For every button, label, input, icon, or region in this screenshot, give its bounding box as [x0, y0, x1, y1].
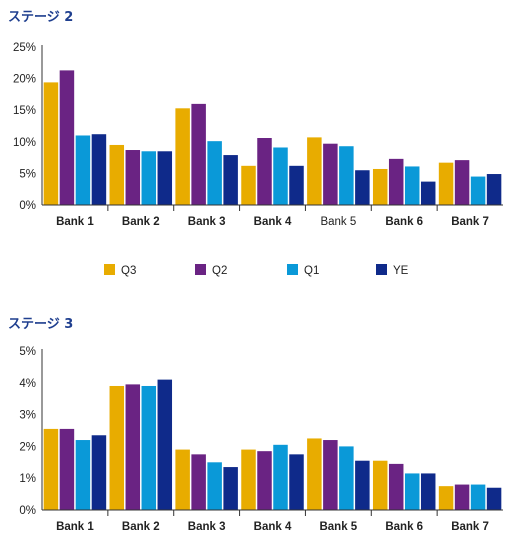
chart-2-bar-ye-7 [486, 487, 502, 510]
chart-1-bar-ye-2 [157, 151, 173, 205]
chart-1-category-label: Bank 2 [122, 216, 160, 228]
chart-1-category-label: Bank 4 [254, 216, 292, 228]
chart-1-bar-q1-6 [404, 166, 420, 205]
chart-2-y-tick-label: 4% [19, 378, 36, 390]
chart-2-bar-q1-4 [273, 444, 288, 510]
chart-1: 0% 5% 10% 15% 20% 25% Bank 1 Bank 2 Bank 3 Bank 4… [13, 42, 503, 228]
chart-2-y-tick-label: 1% [19, 473, 36, 485]
chart-2-bar-q2-5 [323, 440, 338, 510]
chart-2-bar-q2-4 [257, 451, 272, 510]
chart-1-bar-q3-2 [109, 144, 125, 205]
legend-label-ye: YE [393, 265, 409, 277]
chart-1-bar-ye-6 [420, 181, 436, 205]
chart-1-bar-q2-4 [257, 138, 272, 205]
chart-1-category-label: Bank 5 [320, 216, 356, 228]
legend-swatch-ye [376, 264, 387, 275]
chart-2-bar-q3-7 [438, 486, 454, 510]
chart-1-bar-q3-5 [307, 137, 322, 205]
chart-1-y-tick-label: 20% [13, 74, 36, 86]
chart-1-bar-q3-3 [175, 108, 190, 205]
chart-1-bar-q3-6 [372, 168, 388, 205]
chart-2-bar-q1-6 [404, 473, 420, 510]
chart-2-bar-ye-6 [420, 473, 436, 510]
chart-1-bar-q1-5 [339, 146, 354, 205]
chart-1-bar-q1-7 [470, 176, 486, 205]
chart-2-bar-q1-7 [470, 484, 486, 510]
chart-1-y-tick-label: 0% [19, 200, 36, 212]
chart-2-y-tick-label: 2% [19, 441, 36, 453]
chart-2-bar-q3-5 [307, 438, 322, 510]
chart-2-bar-q2-3 [191, 454, 206, 510]
chart-2-bar-q1-5 [339, 446, 354, 510]
chart-1-bar-q3-4 [241, 165, 256, 205]
chart-2-bar-q1-2 [141, 385, 157, 510]
chart-1-bar-ye-4 [289, 165, 304, 205]
chart-2-category-label: Bank 1 [56, 521, 94, 533]
chart-2-bar-q2-1 [59, 428, 75, 510]
chart-1-bar-q3-7 [438, 162, 454, 205]
chart-1-bar-q2-2 [125, 150, 141, 205]
chart-1-category-label: Bank 7 [451, 216, 489, 228]
chart-2-category-label: Bank 5 [319, 521, 357, 533]
chart-2-bar-q2-7 [454, 484, 470, 510]
legend-label-q1: Q1 [304, 265, 319, 277]
legend-swatch-q2 [195, 264, 206, 275]
chart-1-bar-q2-5 [323, 143, 338, 205]
legend: Q3 Q2 Q1 YE [104, 264, 409, 277]
chart-2-bar-ye-4 [289, 454, 304, 510]
chart-1-bar-q1-2 [141, 151, 157, 205]
chart-2-category-label: Bank 4 [254, 521, 292, 533]
chart-2-bar-ye-1 [91, 435, 107, 510]
chart-2-bar-ye-2 [157, 379, 173, 510]
chart-1-y-tick-label: 15% [13, 105, 36, 117]
chart-1-category-label: Bank 3 [188, 216, 226, 228]
chart-1-bar-q2-7 [454, 160, 470, 205]
chart-2-category-label: Bank 2 [122, 521, 160, 533]
chart-1-category-label: Bank 1 [56, 216, 94, 228]
chart-2-category-label: Bank 7 [451, 521, 489, 533]
chart-2-bar-q3-6 [372, 460, 388, 510]
legend-label-q3: Q3 [121, 265, 136, 277]
chart-1-category-label: Bank 6 [385, 216, 423, 228]
legend-label-q2: Q2 [212, 265, 227, 277]
chart-1-bar-ye-5 [355, 170, 370, 205]
chart-1-bar-q3-1 [43, 82, 59, 205]
chart-2-bar-q3-3 [175, 449, 190, 510]
chart-1-bar-q1-4 [273, 147, 288, 205]
chart-1-title: ステージ 2 [8, 10, 73, 25]
chart-1-y-tick-label: 25% [13, 42, 36, 54]
chart-2-y-tick-label: 5% [19, 346, 36, 358]
chart-2-bar-q2-2 [125, 384, 141, 510]
legend-swatch-q1 [287, 264, 298, 275]
chart-1-bar-ye-7 [486, 174, 502, 205]
chart-2-bar-q3-4 [241, 449, 256, 510]
chart-2-bar-q1-1 [75, 440, 91, 510]
chart-2-bar-q3-2 [109, 385, 125, 510]
chart-1-bar-ye-3 [223, 155, 238, 205]
chart-2-bar-q2-6 [388, 463, 404, 510]
chart-1-bar-q2-6 [388, 158, 404, 205]
chart-2-bar-ye-3 [223, 467, 238, 510]
chart-2: 0% 1% 2% 3% 4% 5% Bank 1 Bank 2 Bank 3 Bank 4 Bank… [19, 346, 503, 533]
chart-2-y-tick-label: 0% [19, 505, 36, 517]
chart-2-bar-q3-1 [43, 428, 59, 510]
legend-swatch-q3 [104, 264, 115, 275]
chart-2-title: ステージ 3 [8, 317, 73, 332]
chart-2-category-label: Bank 6 [385, 521, 423, 533]
chart-1-bar-q2-1 [59, 70, 75, 205]
chart-2-category-label: Bank 3 [188, 521, 226, 533]
chart-1-y-tick-label: 10% [13, 137, 36, 149]
chart-2-bar-q1-3 [207, 462, 222, 510]
chart-2-y-tick-label: 3% [19, 410, 36, 422]
chart-1-y-tick-label: 5% [19, 168, 36, 180]
chart-1-bar-q1-3 [207, 141, 222, 205]
chart-1-bar-q2-3 [191, 103, 206, 205]
chart-1-bar-q1-1 [75, 135, 91, 205]
chart-1-bar-ye-1 [91, 134, 107, 205]
chart-2-bar-ye-5 [355, 460, 370, 510]
